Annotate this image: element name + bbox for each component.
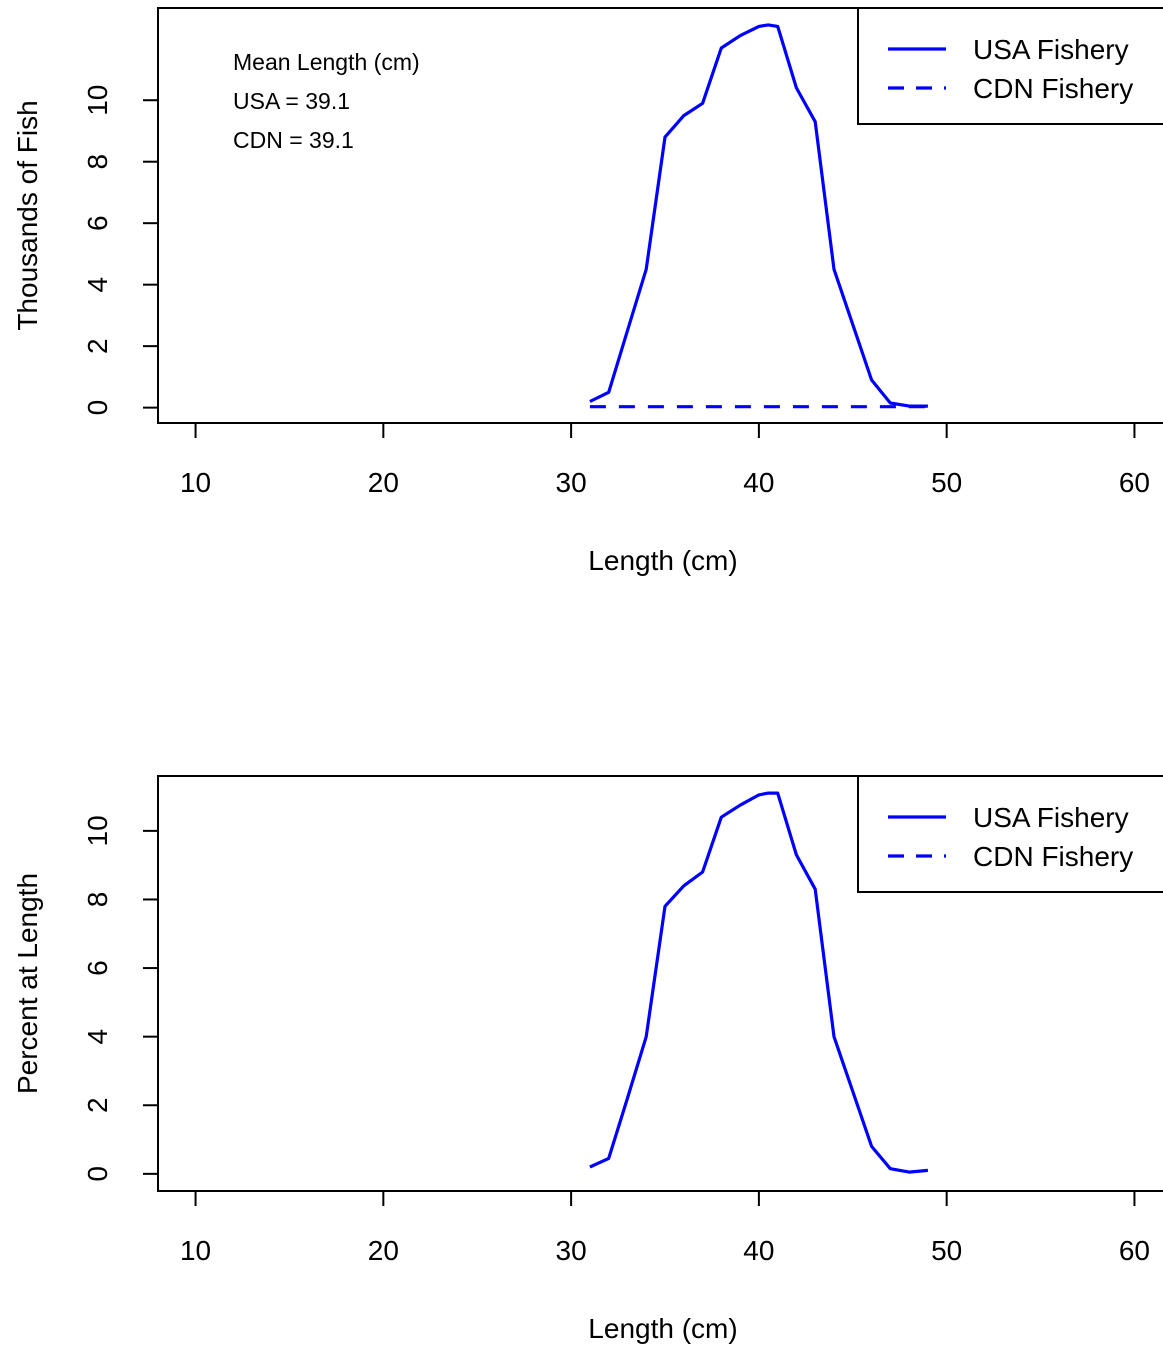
- x-axis-title: Length (cm): [588, 1313, 737, 1344]
- y-tick-label: 4: [82, 1029, 113, 1045]
- y-axis-title: Percent at Length: [12, 873, 43, 1094]
- x-tick-label: 50: [931, 467, 962, 498]
- legend: USA Fishery CDN Fishery: [857, 775, 1163, 893]
- y-tick-label: 10: [82, 85, 113, 116]
- y-tick-label: 4: [82, 277, 113, 293]
- y-tick-label: 8: [82, 154, 113, 170]
- mean-length-annotation: CDN = 39.1: [233, 127, 354, 153]
- y-tick-label: 6: [82, 215, 113, 231]
- x-tick-label: 60: [1119, 467, 1150, 498]
- legend-box: [857, 775, 1163, 893]
- plot-frame: [157, 775, 1163, 1192]
- y-tick-label: 0: [82, 400, 113, 416]
- plot-frame: [157, 7, 1163, 424]
- x-tick-label: 40: [743, 1235, 774, 1266]
- legend: USA Fishery CDN Fishery: [857, 7, 1163, 125]
- legend-label: CDN Fishery: [973, 73, 1133, 104]
- x-tick-label: 10: [180, 467, 211, 498]
- y-tick-label: 2: [82, 1097, 113, 1113]
- legend-label: USA Fishery: [973, 802, 1129, 833]
- x-tick-label: 40: [743, 467, 774, 498]
- series-line-usa-fishery: [589, 23, 928, 408]
- legend-box: [857, 7, 1163, 125]
- y-tick-label: 0: [82, 1166, 113, 1182]
- y-tick-label: 10: [82, 815, 113, 846]
- y-tick-label: 2: [82, 338, 113, 354]
- y-tick-label: 6: [82, 960, 113, 976]
- x-tick-label: 10: [180, 1235, 211, 1266]
- chart-panel-1: 10 20 30 40 50 60 0 2 4 6 8 10 Length (cm) Thousands …: [12, 7, 1163, 576]
- x-tick-label: 60: [1119, 1235, 1150, 1266]
- y-tick-label: 8: [82, 892, 113, 908]
- x-tick-label: 50: [931, 1235, 962, 1266]
- x-tick-label: 30: [556, 467, 587, 498]
- legend-label: CDN Fishery: [973, 841, 1133, 872]
- x-axis-title: Length (cm): [588, 545, 737, 576]
- x-tick-label: 20: [368, 1235, 399, 1266]
- legend-label: USA Fishery: [973, 34, 1129, 65]
- chart-panel-2: 10 20 30 40 50 60 0 2 4 6 8 10 Length (cm) Percent at…: [12, 775, 1163, 1344]
- y-axis-title: Thousands of Fish: [12, 100, 43, 330]
- mean-length-annotation: Mean Length (cm): [233, 49, 420, 75]
- x-tick-label: 30: [556, 1235, 587, 1266]
- mean-length-annotation: USA = 39.1: [233, 88, 350, 114]
- series-line-usa-fishery: [589, 791, 929, 1174]
- x-tick-label: 20: [368, 467, 399, 498]
